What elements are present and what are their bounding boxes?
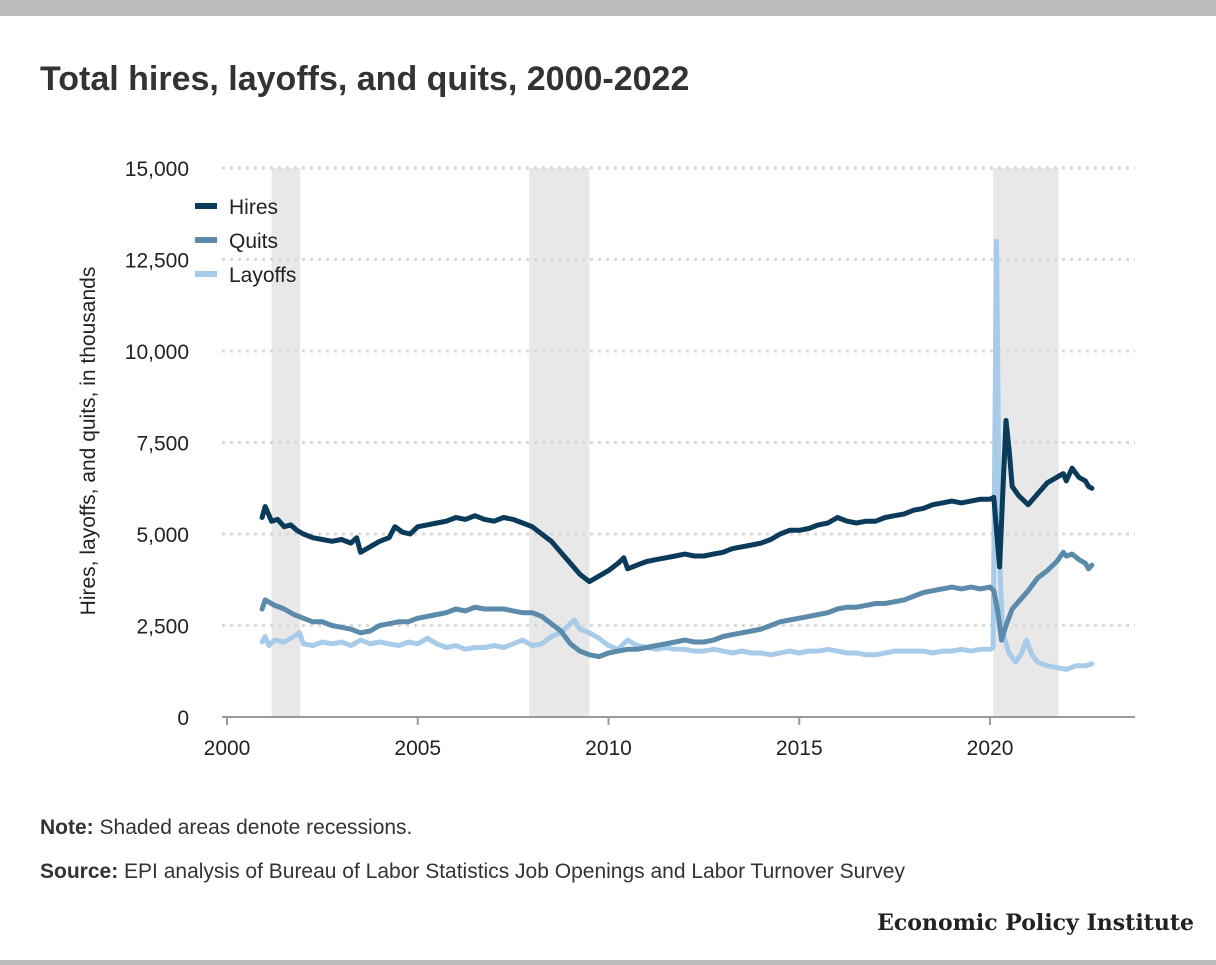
source-label: Source: xyxy=(40,860,119,883)
brand-logo: Economic Policy Institute xyxy=(877,910,1194,936)
x-tick-label: 2005 xyxy=(394,737,441,760)
note: Note: Shaded areas denote recessions. xyxy=(40,816,412,840)
chart-title: Total hires, layoffs, and quits, 2000-20… xyxy=(40,60,690,98)
y-axis-label: Hires, layoffs, and quits, in thousands xyxy=(77,267,100,616)
x-axis: 2000 2005 2010 2015 2020 xyxy=(204,716,1135,760)
x-tick-label: 2010 xyxy=(585,737,632,760)
legend-label-quits: Quits xyxy=(229,230,278,253)
x-tick-label: 2000 xyxy=(204,737,251,760)
source-text: EPI analysis of Bureau of Labor Statisti… xyxy=(118,860,905,883)
series-lines xyxy=(259,238,1095,672)
y-tick-label: 5,000 xyxy=(136,524,189,547)
legend-label-layoffs: Layoffs xyxy=(229,264,296,287)
top-band xyxy=(0,0,1216,16)
x-tick-label: 2015 xyxy=(776,737,823,760)
y-tick-label: 12,500 xyxy=(125,250,189,273)
series-line-hires xyxy=(259,418,1095,585)
legend-label-hires: Hires xyxy=(229,196,278,219)
y-axis-ticks: 0 2,500 5,000 7,500 10,000 12,500 15,000 xyxy=(125,158,189,730)
y-tick-label: 2,500 xyxy=(136,616,189,639)
y-tick-label: 15,000 xyxy=(125,158,189,181)
source: Source: EPI analysis of Bureau of Labor … xyxy=(40,860,905,884)
y-tick-label: 0 xyxy=(177,707,189,730)
y-tick-label: 10,000 xyxy=(125,341,189,364)
gridlines xyxy=(222,166,1135,627)
series-line-quits xyxy=(259,549,1095,660)
note-text: Shaded areas denote recessions. xyxy=(93,816,413,839)
x-tick-label: 2020 xyxy=(967,737,1014,760)
bottom-band xyxy=(0,960,1216,965)
y-tick-label: 7,500 xyxy=(136,433,189,456)
series-line-layoffs xyxy=(259,238,1095,672)
legend: Hires Quits Layoffs xyxy=(195,196,296,287)
recession-shading xyxy=(271,168,1059,717)
note-label: Note: xyxy=(40,816,94,839)
